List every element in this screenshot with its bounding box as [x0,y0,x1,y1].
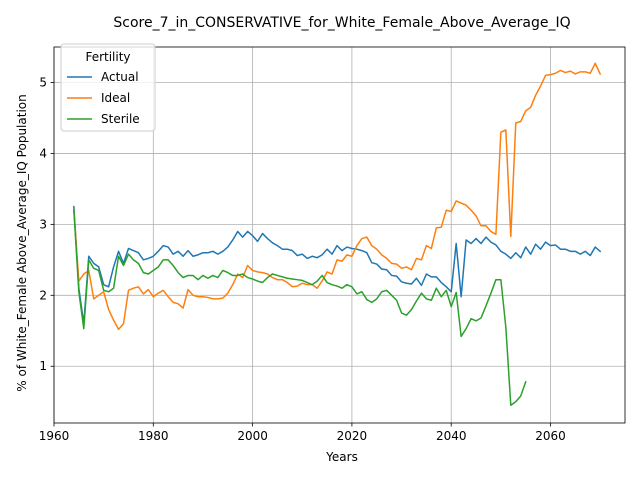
x-axis-label: Years [325,450,358,464]
y-tick-label: 3 [39,217,47,231]
y-axis: 1 2 3 4 5 [39,75,54,373]
x-tick-label: 1980 [138,429,169,443]
y-tick-label: 1 [39,359,47,373]
x-tick-label: 1960 [39,429,70,443]
series-line-actual [73,205,602,325]
legend-title: Fertility [85,50,130,64]
chart-title: Score_7_in_CONSERVATIVE_for_White_Female… [113,15,570,31]
y-tick-label: 4 [39,146,47,160]
plot-frame [53,46,626,424]
x-tick-label: 2000 [237,429,268,443]
legend-label-ideal: Ideal [101,91,130,105]
series-lines [73,62,602,407]
legend: Fertility Actual Ideal Sterile [60,43,156,132]
y-axis-label: % of White_Female Above_Average_IQ Popul… [15,94,29,391]
series-line-ideal [73,62,602,331]
x-tick-label: 2060 [535,429,566,443]
x-axis: 1960 1980 2000 2020 2040 2060 [39,423,566,443]
x-tick-label: 2040 [436,429,467,443]
y-tick-label: 2 [39,288,47,302]
legend-box [60,43,156,132]
x-tick-label: 2020 [337,429,368,443]
series-line-sterile [73,209,527,407]
legend-label-actual: Actual [101,70,139,84]
y-tick-label: 5 [39,75,47,89]
legend-label-sterile: Sterile [101,112,140,126]
